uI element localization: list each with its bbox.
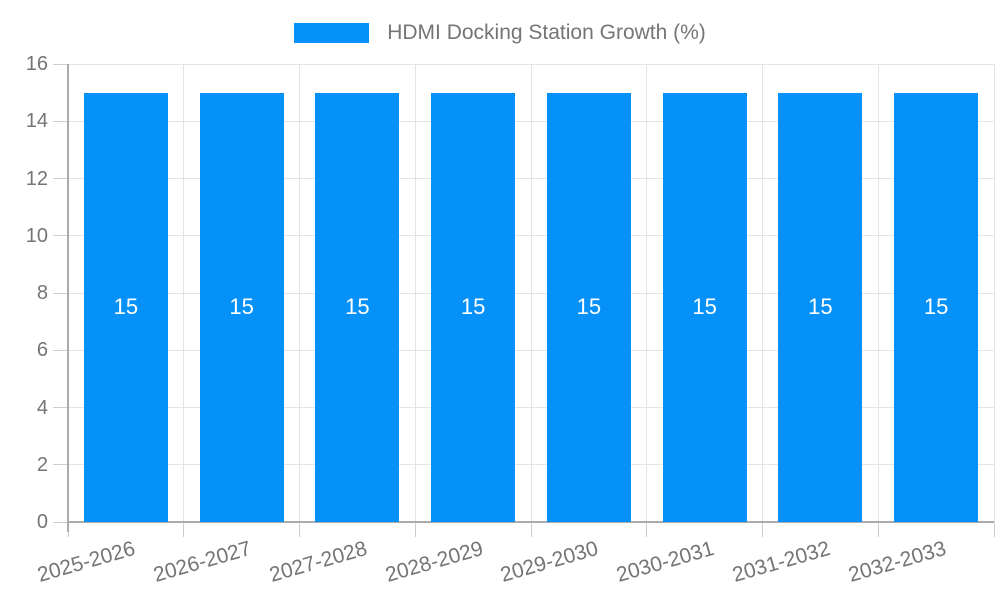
x-tick-mark xyxy=(762,522,763,537)
y-axis-tick-label: 8 xyxy=(36,282,48,304)
y-tick-mark xyxy=(53,235,68,237)
legend-label: HDMI Docking Station Growth (%) xyxy=(387,21,706,44)
bar[interactable]: 15 xyxy=(83,92,168,522)
x-tick-mark xyxy=(877,522,879,537)
y-axis-line xyxy=(67,64,69,532)
x-axis-tick-label: 2031-2032 xyxy=(729,537,833,587)
x-tick-mark xyxy=(646,522,648,537)
y-tick-mark xyxy=(53,407,68,408)
x-tick-mark xyxy=(299,522,300,537)
legend-swatch xyxy=(294,22,370,43)
gridline-x xyxy=(414,64,416,522)
x-axis-tick-label: 2032-2033 xyxy=(845,537,949,587)
x-axis-tick-label: 2027-2028 xyxy=(266,537,370,587)
gridline-x xyxy=(993,64,995,522)
gridline-x xyxy=(646,64,648,522)
y-axis-tick-label: 0 xyxy=(36,511,48,533)
y-tick-mark xyxy=(53,63,68,65)
bar-value-label: 15 xyxy=(345,294,370,320)
x-axis-tick-label: 2028-2029 xyxy=(382,537,486,587)
x-axis-tick-label: 2030-2031 xyxy=(614,537,717,587)
gridline-x xyxy=(183,64,185,522)
gridline-x xyxy=(530,64,532,522)
y-tick-mark xyxy=(53,521,68,523)
y-tick-mark xyxy=(53,120,68,122)
bar[interactable]: 15 xyxy=(431,92,516,522)
chart-legend[interactable]: HDMI Docking Station Growth (%) xyxy=(0,22,1000,43)
bar[interactable]: 15 xyxy=(315,92,400,522)
bar-value-label: 15 xyxy=(113,294,139,320)
y-axis-tick-label: 6 xyxy=(36,339,48,362)
bar-value-label: 15 xyxy=(229,294,254,320)
y-tick-mark xyxy=(53,464,68,466)
bar-value-label: 15 xyxy=(460,294,486,320)
y-axis-tick-label: 2 xyxy=(36,453,48,476)
y-tick-mark xyxy=(53,178,68,179)
bar[interactable]: 15 xyxy=(199,92,284,522)
x-tick-mark xyxy=(414,522,416,537)
y-axis-tick-label: 16 xyxy=(25,53,48,75)
gridline-x xyxy=(299,64,300,522)
x-tick-mark xyxy=(530,522,532,537)
bar[interactable]: 15 xyxy=(778,92,863,522)
bar[interactable]: 15 xyxy=(546,92,631,522)
y-axis-tick-label: 10 xyxy=(25,224,48,247)
bar[interactable]: 15 xyxy=(894,92,979,522)
y-tick-mark xyxy=(53,349,68,351)
x-axis-line xyxy=(68,521,994,523)
bar-value-label: 15 xyxy=(808,294,833,320)
gridline-x xyxy=(762,64,763,522)
y-axis-tick-label: 14 xyxy=(25,110,48,133)
y-tick-mark xyxy=(53,292,68,294)
gridline-x xyxy=(877,64,879,522)
x-axis-tick-label: 2029-2030 xyxy=(498,537,602,587)
y-axis-tick-label: 12 xyxy=(25,167,48,190)
bar-value-label: 15 xyxy=(576,294,602,320)
x-tick-mark xyxy=(993,522,995,537)
x-axis-tick-label: 2026-2027 xyxy=(151,537,254,587)
bar-value-label: 15 xyxy=(692,294,717,320)
y-axis-tick-label: 4 xyxy=(36,396,48,419)
x-axis-tick-label: 2025-2026 xyxy=(35,537,139,587)
bar[interactable]: 15 xyxy=(662,92,747,522)
x-tick-mark xyxy=(183,522,185,537)
bar-value-label: 15 xyxy=(923,294,949,320)
